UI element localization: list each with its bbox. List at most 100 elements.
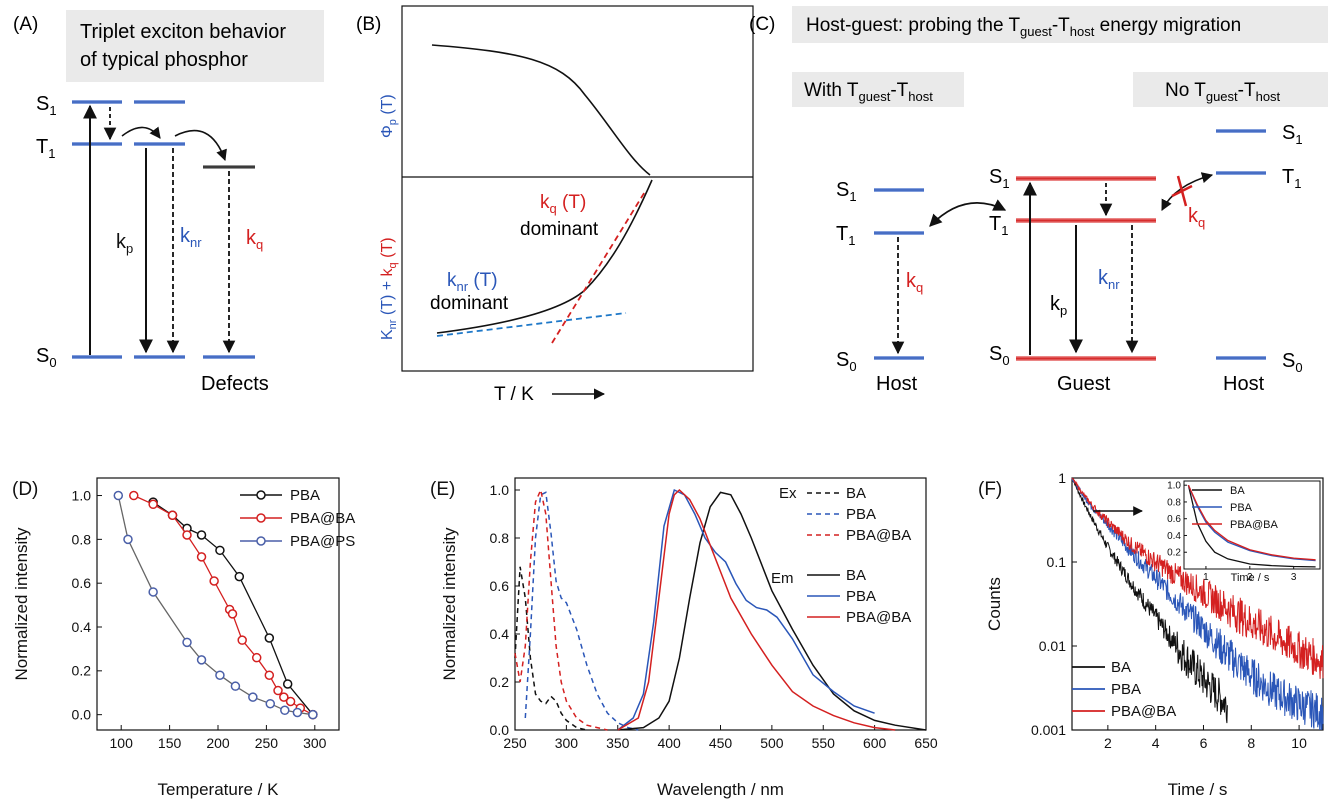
d-point-PBA@BA [285,696,296,707]
f-inset-legend-label-PBA: PBA [1230,502,1253,514]
d-ytick-label: 0.6 [72,575,92,591]
e-legend-label-em-PBA: PBA [846,588,876,605]
e-xtick-label: 300 [555,735,579,751]
e-xtick-label: 450 [709,735,733,751]
d-legend-label-PBA: PBA [290,487,320,504]
d-point-PBA@BA [237,635,247,645]
d-legend-marker-PBA@PS [256,536,266,546]
e-ytick-label: 0.0 [490,722,510,738]
d-point-PBA [215,545,225,556]
d-point-PBA@BA [251,652,262,663]
panel-f-letter: (F) [978,479,1002,500]
host-left-t1 [874,231,924,235]
e-series-line-Em-BA [617,491,927,731]
panel-d-letter: (D) [12,479,38,500]
f-xtick-label: 4 [1152,735,1160,751]
d-legend-marker-PBA [256,490,266,500]
f-inset-ytick-label: 0.2 [1167,548,1181,559]
with-box [792,72,964,107]
d-legend-marker-PBA@BA [256,513,266,523]
d-ytick-label: 0.4 [72,619,92,635]
guest-t1 [1016,218,1156,223]
host-right-t1-label: T1 [1282,166,1301,191]
d-point-PBA@PS [148,587,158,597]
host-left-s0-label: S0 [836,349,857,374]
f-inset-ytick-label: 0.4 [1167,531,1181,542]
f-xlabel: Time / s [1168,780,1228,799]
host-guest-transfer-arrow [929,199,1007,227]
f-inset-legend-label-PBA@BA: PBA@BA [1230,519,1279,531]
d-ylabel: Normalized intensity [12,527,31,681]
d-ytick-label: 0.8 [72,531,92,547]
e-xtick-label: 350 [606,735,630,751]
f-xtick-label: 10 [1291,735,1307,751]
f-inset-ytick-label: 0.6 [1167,514,1181,525]
d-point-PBA@BA [196,552,207,562]
d-xtick-label: 200 [206,735,230,751]
d-point-PBA@PS [248,692,258,702]
f-ytick-label: 1 [1058,470,1066,486]
d-xtick-label: 100 [110,735,134,751]
host-right-t1 [1216,171,1266,175]
d-point-PBA@BA [182,530,192,540]
f-inset-ytick-label: 0.8 [1167,497,1181,508]
migration-arrow-2 [174,129,227,162]
phi-axis-label: Φp (T) [379,94,399,138]
f-inset-legend-label-BA: BA [1230,485,1245,497]
d-point-PBA@BA [273,685,283,696]
kq-dominant-word: dominant [520,219,599,240]
e-xtick-label: 500 [760,735,784,751]
d-point-PBA@BA [148,499,158,510]
phi-curve [431,44,651,176]
e-ylabel: Normalized intensity [440,527,459,681]
f-legend-label-BA: BA [1111,659,1131,676]
e-legend-label-em-PBA@BA: PBA@BA [846,609,911,626]
panel-b-letter: (B) [356,14,381,35]
f-inset-xlabel: Time / s [1231,572,1270,584]
guest-s1 [1016,176,1156,181]
host-right-s1 [1216,129,1266,133]
d-point-PBA [264,633,275,643]
e-xtick-label: 550 [812,735,836,751]
d-point-PBA [282,679,293,689]
d-point-PBA@BA [279,692,289,702]
label-t1: T1 [36,136,55,161]
level-s0-c [203,355,255,359]
label-kq: kq [246,227,263,252]
e-xtick-label: 650 [914,735,938,751]
d-point-PBA@PS [280,705,290,716]
f-inset-xtick-label: 2 [1247,572,1253,583]
d-point-PBA@PS [113,490,124,501]
e-ytick-label: 1.0 [490,482,510,498]
f-inset-series-line-PBA@BA [1187,484,1316,561]
host-left-name: Host [876,373,918,395]
panel-a: (A) Triplet exciton behavior of typical … [13,10,324,395]
f-legend-label-PBA@BA: PBA@BA [1111,703,1176,720]
d-ytick-label: 0.2 [72,663,92,679]
e-xtick-label: 600 [863,735,887,751]
d-point-PBA [234,571,245,582]
d-point-PBA@BA [167,510,178,521]
f-xtick-label: 8 [1247,735,1255,751]
f-series-line-BA [1071,477,1228,724]
panel-b: (B) Φp (T) Knr (T) + kq (T) kq (T) domin… [356,5,754,405]
host-right-s0-label: S0 [1282,350,1303,375]
level-s1-b [134,100,185,104]
panel-a-letter: (A) [13,14,38,35]
guest-knr-label: knr [1098,267,1120,292]
d-xlabel: Temperature / K [158,780,280,799]
d-point-PBA@PS [265,698,276,709]
d-ytick-label: 0.0 [72,707,92,723]
guest-t1-label: T1 [989,213,1008,238]
d-point-PBA@PS [230,681,241,691]
panel-b-frame [401,5,754,372]
block-cross-2 [1176,175,1188,207]
host-right-s1-label: S1 [1282,122,1303,147]
f-series-line-PBA@BA [1071,477,1324,679]
knr-dominant-title: knr (T) [447,270,498,294]
d-ytick-label: 1.0 [72,487,92,503]
e-ytick-label: 0.8 [490,530,510,546]
host-left-s0 [874,356,924,360]
e-xtick-label: 400 [657,735,681,751]
